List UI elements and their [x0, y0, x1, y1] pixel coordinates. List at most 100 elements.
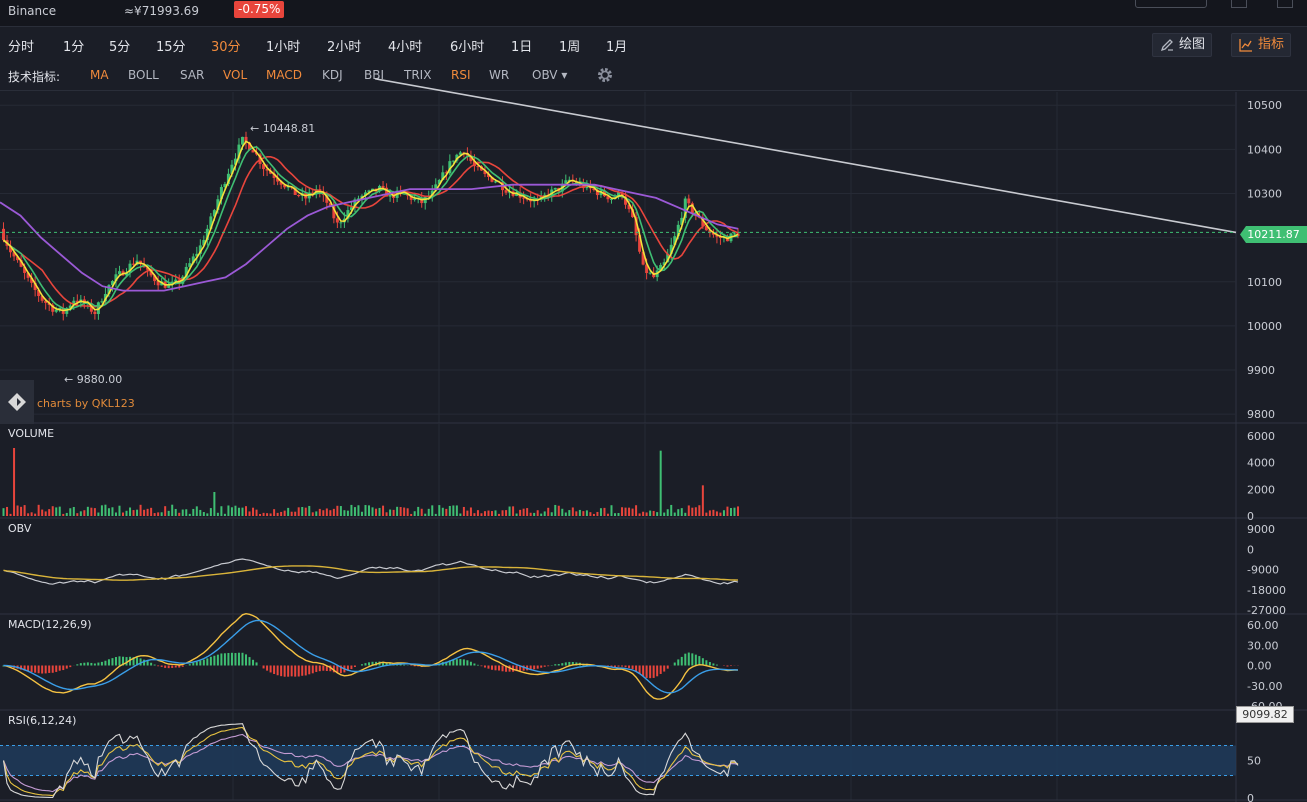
period-tab[interactable]: 2小时 [327, 40, 362, 55]
macd-hist-bar [554, 664, 557, 666]
volume-bar [248, 511, 251, 516]
cursor-value-tag: 9099.82 [1236, 706, 1294, 723]
volume-bar [698, 505, 701, 516]
indicator-boll[interactable]: BOLL [128, 68, 159, 82]
candle-body [16, 256, 20, 261]
candle-body [93, 311, 97, 315]
volume-bar [192, 508, 195, 516]
candle-body [595, 189, 599, 196]
indicator-macd[interactable]: MACD [266, 68, 302, 82]
volume-bar [606, 513, 609, 516]
indicator-kdj[interactable]: KDJ [322, 68, 343, 82]
period-tab[interactable]: 1月 [606, 40, 628, 55]
favorite-icon[interactable] [1277, 0, 1293, 8]
volume-bar [417, 506, 420, 516]
volume-bar [592, 513, 595, 516]
candle-body [269, 170, 273, 174]
macd-hist-bar [480, 665, 483, 667]
period-tab[interactable]: 6小时 [450, 40, 485, 55]
volume-bar [652, 510, 655, 516]
line-chart-icon [1239, 39, 1252, 52]
volume-bar [621, 507, 624, 516]
macd-hist-bar [385, 662, 388, 666]
draw-button[interactable]: 绘图 [1152, 33, 1213, 57]
volume-bar [90, 507, 93, 516]
candle-body [283, 184, 287, 188]
macd-hist-bar [252, 659, 255, 666]
candle-body [100, 301, 104, 303]
macd-hist-bar [125, 657, 128, 666]
volume-bar [171, 504, 174, 516]
volume-bar [410, 513, 413, 516]
period-tab[interactable]: 1日 [511, 40, 533, 55]
volume-bar [304, 507, 307, 516]
indicator-vol[interactable]: VOL [223, 68, 248, 82]
volume-bar [311, 512, 314, 516]
period-tab[interactable]: 4小时 [388, 40, 423, 55]
volume-bar [445, 508, 448, 516]
candle-body [592, 188, 596, 190]
macd-hist-bar [368, 662, 370, 666]
macd-hist-bar [136, 657, 139, 666]
period-tab[interactable]: 1分 [63, 40, 85, 55]
macd-hist-bar [726, 665, 729, 667]
volume-bar [480, 513, 483, 516]
macd-hist-bar [336, 665, 339, 674]
top-right-control[interactable] [1135, 0, 1207, 8]
macd-hist-bar [23, 665, 26, 671]
candle-body [44, 300, 48, 303]
indicator-wr[interactable]: WR [489, 68, 510, 82]
period-tab[interactable]: 1小时 [266, 40, 301, 55]
indicators-button[interactable]: 指标 [1231, 33, 1292, 57]
macd-hist-bar [455, 659, 458, 666]
candle-body [12, 252, 16, 257]
candle-body [680, 217, 684, 225]
candle-body [617, 192, 621, 198]
volume-bar [79, 511, 82, 516]
indicator-sar[interactable]: SAR [180, 68, 205, 82]
macd-hist-bar [65, 665, 68, 669]
candle-body [293, 186, 297, 195]
candle-body [441, 172, 445, 180]
indicator-rsi[interactable]: RSI [451, 68, 471, 82]
macd-hist-bar [266, 665, 269, 671]
volume-bar [670, 504, 673, 516]
candle-body [666, 253, 670, 263]
macd-hist-bar [339, 665, 342, 674]
period-tab[interactable]: 分时 [8, 40, 35, 55]
volume-bar [708, 510, 711, 516]
candle-body [606, 196, 610, 200]
obv-line [3, 558, 739, 585]
candle-body [33, 282, 37, 290]
period-tab[interactable]: 1周 [559, 40, 581, 55]
period-tab[interactable]: 5分 [109, 40, 131, 55]
volume-bar [6, 506, 9, 516]
volume-bar [533, 512, 536, 516]
candle-body [68, 305, 72, 309]
period-tab[interactable]: 15分 [156, 40, 186, 55]
candle-body [72, 300, 76, 306]
macd-hist-bar [237, 652, 240, 666]
volume-bar [448, 505, 451, 516]
volume-bar [132, 510, 135, 516]
candle-body [9, 245, 13, 253]
gear-icon[interactable] [596, 66, 614, 84]
volume-bar [691, 507, 694, 516]
indicator-bbi[interactable]: BBI [364, 68, 385, 82]
macd-tick-label: 30.00 [1247, 639, 1279, 652]
macd-hist-bar [34, 665, 37, 673]
period-tab-active[interactable]: 30分 [211, 40, 241, 55]
macd-hist-bar [20, 665, 23, 670]
macd-hist-bar [44, 665, 47, 674]
top-right-icon[interactable] [1231, 0, 1247, 8]
candle-body [311, 192, 315, 194]
indicator-ma[interactable]: MA [90, 68, 109, 82]
indicator-obv-dropdown[interactable]: OBV ▾ [532, 68, 568, 82]
volume-bar [174, 508, 177, 516]
candle-body [701, 217, 705, 226]
macd-hist-bar [476, 664, 479, 666]
volume-bar [564, 512, 567, 516]
indicator-trix[interactable]: TRIX [404, 68, 432, 82]
macd-hist-bar [729, 665, 732, 667]
